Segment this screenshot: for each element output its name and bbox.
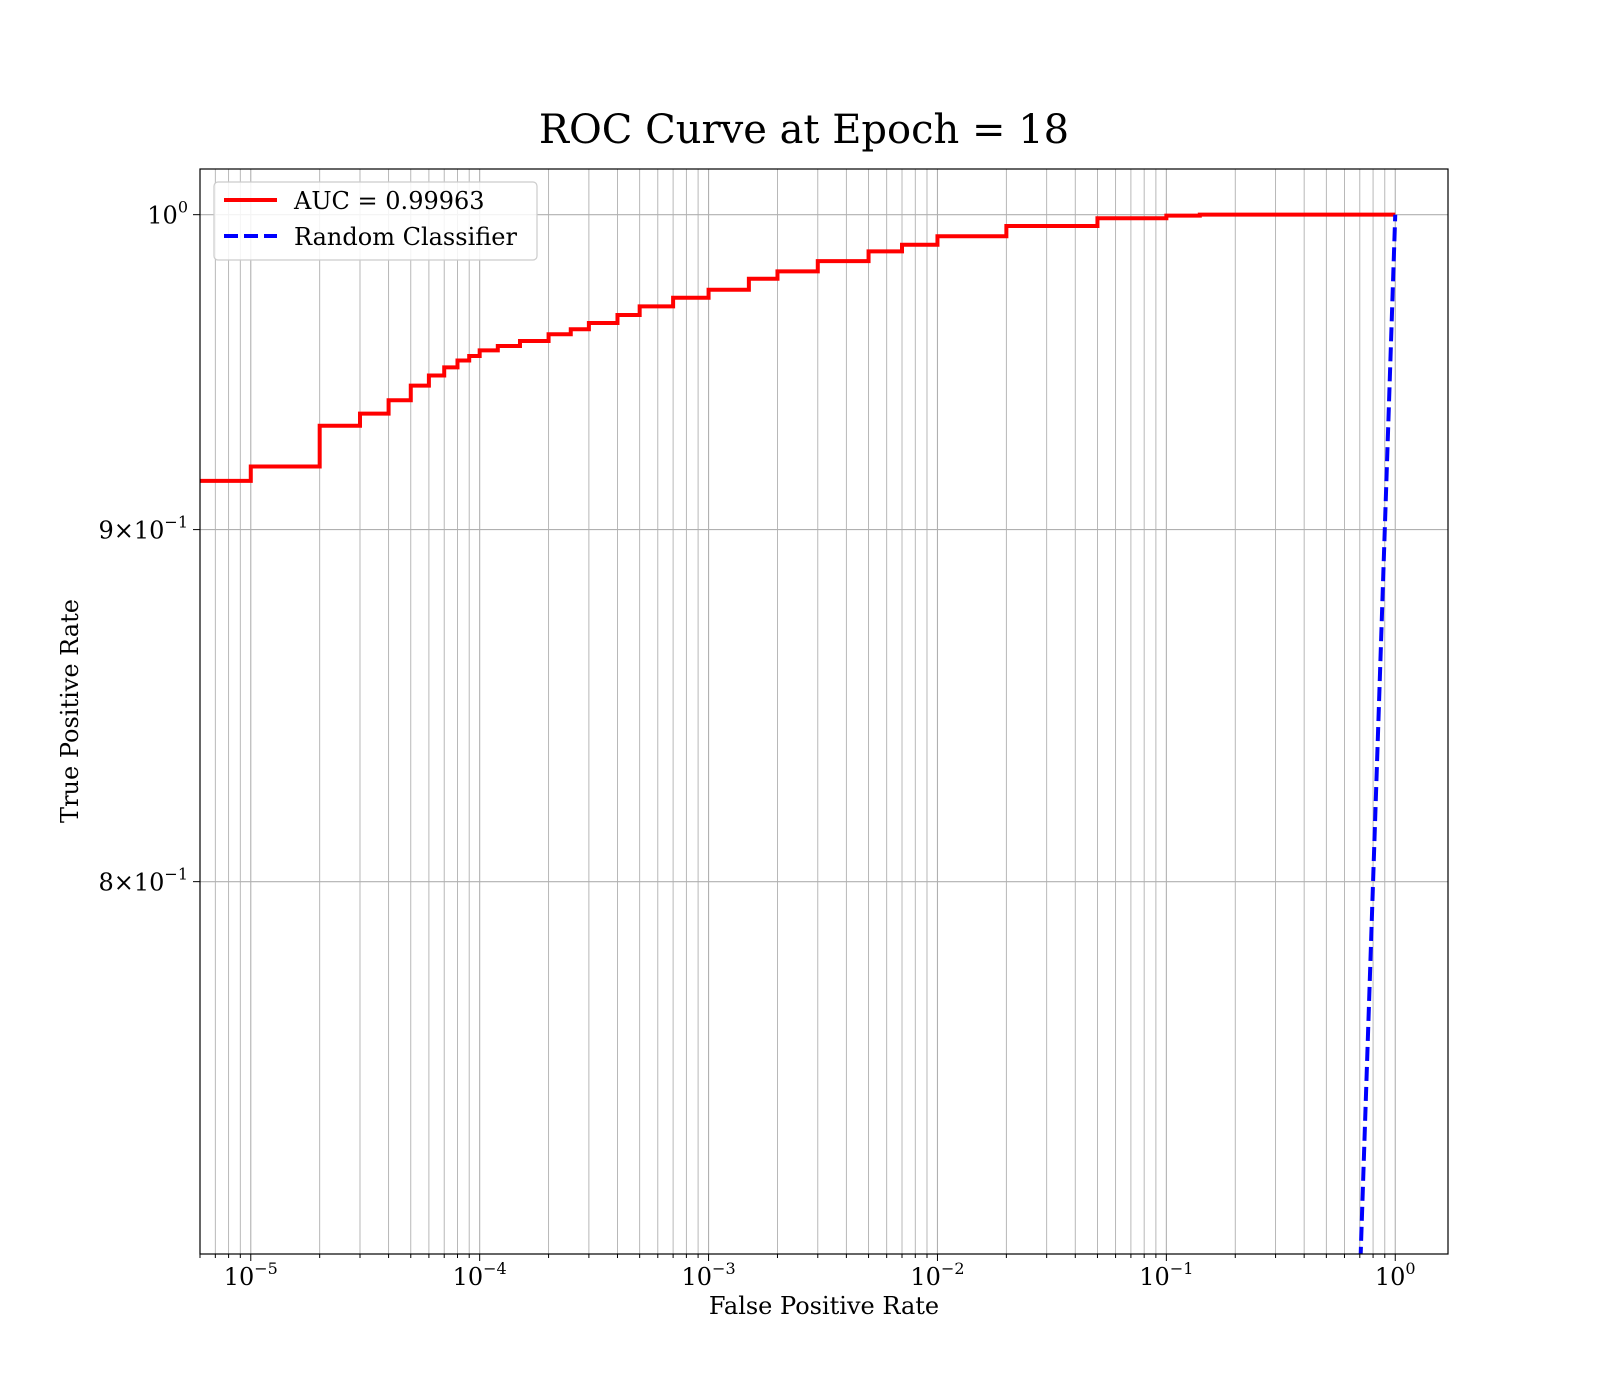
legend-label-random: Random Classifier	[294, 223, 517, 251]
y-tick-label: 100	[147, 198, 188, 230]
random-classifier-line	[1358, 214, 1398, 1254]
plot-frame	[199, 168, 1449, 1255]
axis-ticks: 10−5 10−4 10−3 10−2 10−1 100 100 9×10−1 8×10−1	[98, 198, 1415, 1291]
series-layer	[200, 212, 1398, 1254]
roc-curve-line	[200, 212, 1396, 483]
y-tick-label: 9×10−1	[98, 513, 188, 545]
x-tick-label: 10−1	[1139, 1259, 1193, 1291]
x-tick-label: 10−3	[681, 1259, 735, 1291]
x-tick-label: 100	[1375, 1259, 1416, 1291]
grid-lines	[199, 169, 1448, 1254]
x-tick-label: 10−4	[453, 1259, 507, 1291]
chart-title: ROC Curve at Epoch = 18	[539, 107, 1069, 153]
x-tick-label: 10−5	[224, 1259, 278, 1291]
plot-area	[200, 169, 1448, 1254]
y-axis-label: True Positive Rate	[56, 599, 84, 823]
y-tick-label: 8×10−1	[98, 865, 188, 897]
x-axis-label: False Positive Rate	[709, 1292, 939, 1320]
x-tick-label: 10−2	[910, 1259, 964, 1291]
legend-box	[213, 181, 538, 261]
legend: AUC = 0.99963 Random Classifier	[213, 181, 538, 261]
legend-label-auc: AUC = 0.99963	[293, 187, 485, 215]
